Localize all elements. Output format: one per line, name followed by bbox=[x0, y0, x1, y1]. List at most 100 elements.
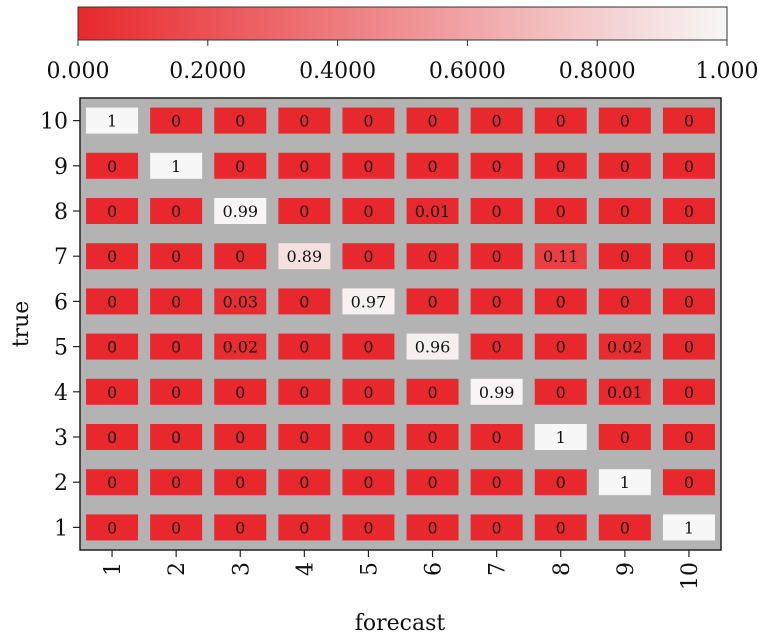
cell-value-label: 0 bbox=[556, 383, 566, 402]
heatmap-cell bbox=[278, 198, 331, 224]
heatmap-cell bbox=[214, 107, 267, 134]
colorbar-tick-label: 0.000 bbox=[47, 59, 110, 84]
heatmap-cell bbox=[278, 469, 331, 496]
heatmap-cell bbox=[598, 333, 651, 360]
heatmap-cell bbox=[86, 107, 139, 134]
cell-value-label: 0 bbox=[620, 518, 630, 537]
heatmap-cell bbox=[470, 243, 523, 270]
heatmap-cell bbox=[470, 514, 523, 541]
heatmap-cell bbox=[86, 514, 139, 541]
cell-value-label: 0 bbox=[235, 518, 245, 537]
cell-value-label: 0 bbox=[427, 247, 437, 266]
heatmap-cell bbox=[662, 378, 715, 405]
cell-value-label: 0 bbox=[492, 112, 502, 131]
heatmap-cell bbox=[86, 424, 139, 450]
heatmap-cell bbox=[342, 424, 395, 450]
cell-value-label: 0.99 bbox=[479, 383, 515, 402]
heatmap-cell bbox=[150, 107, 203, 134]
colorbar-ticks: 0.000 0.2000 0.4000 0.6000 0.8000 1.000 bbox=[47, 40, 758, 84]
cell-value-label: 0 bbox=[427, 292, 437, 311]
cell-value-label: 0 bbox=[171, 202, 181, 221]
heatmap-cell bbox=[534, 424, 587, 450]
cell-value-label: 0 bbox=[235, 383, 245, 402]
heatmap-cell bbox=[214, 514, 267, 541]
cell-value-label: 0 bbox=[684, 202, 694, 221]
heatmap-cell bbox=[214, 152, 267, 179]
heatmap-cell bbox=[598, 152, 651, 179]
y-axis: 10 9 8 7 6 5 4 3 2 1 bbox=[40, 110, 80, 541]
heatmap-cell bbox=[86, 469, 139, 496]
heatmap-cell bbox=[214, 288, 267, 315]
cell-value-label: 0 bbox=[107, 473, 117, 492]
cell-value-label: 0 bbox=[107, 338, 117, 357]
cell-value-label: 0 bbox=[492, 428, 502, 447]
cell-value-label: 0 bbox=[299, 338, 309, 357]
colorbar-tick-label: 1.000 bbox=[696, 59, 758, 84]
heatmap-cell bbox=[214, 469, 267, 496]
heatmap-cell bbox=[406, 152, 459, 179]
cell-value-label: 0 bbox=[171, 428, 181, 447]
cell-value-label: 0 bbox=[556, 157, 566, 176]
cell-value-label: 0 bbox=[492, 157, 502, 176]
heatmap-cell bbox=[598, 469, 651, 496]
x-tick-label: 6 bbox=[422, 562, 447, 576]
x-tick-label: 3 bbox=[229, 562, 254, 576]
cell-value-label: 0.99 bbox=[222, 202, 258, 221]
cell-value-label: 0 bbox=[684, 247, 694, 266]
cell-value-label: 0 bbox=[299, 428, 309, 447]
heatmap-cell bbox=[406, 514, 459, 541]
cell-value-label: 0 bbox=[684, 112, 694, 131]
cell-value-label: 0 bbox=[107, 383, 117, 402]
heatmap-cell bbox=[598, 107, 651, 134]
cell-value-label: 0 bbox=[556, 473, 566, 492]
y-tick-label: 5 bbox=[54, 336, 68, 361]
cell-value-label: 0 bbox=[363, 157, 373, 176]
heatmap-cell bbox=[470, 288, 523, 315]
cell-value-label: 0.02 bbox=[222, 338, 258, 357]
y-tick-label: 3 bbox=[54, 426, 68, 451]
colorbar: 0.000 0.2000 0.4000 0.6000 0.8000 1.000 bbox=[47, 6, 758, 84]
cell-value-label: 0 bbox=[299, 383, 309, 402]
heatmap-cell bbox=[342, 152, 395, 179]
heatmap-cell bbox=[278, 424, 331, 450]
colorbar-tick-label: 0.2000 bbox=[169, 59, 246, 84]
heatmap-cell bbox=[278, 107, 331, 134]
colorbar-tick-label: 0.4000 bbox=[299, 59, 376, 84]
heatmap-cell bbox=[534, 198, 587, 224]
heatmap-cell bbox=[534, 378, 587, 405]
y-tick-label: 2 bbox=[54, 471, 68, 496]
heatmap-cell bbox=[662, 469, 715, 496]
heatmap-cell bbox=[86, 333, 139, 360]
x-tick-label: 4 bbox=[293, 562, 318, 576]
heatmap-cell bbox=[150, 288, 203, 315]
cell-value-label: 0 bbox=[171, 247, 181, 266]
cell-value-label: 0 bbox=[427, 383, 437, 402]
cell-value-label: 0 bbox=[107, 428, 117, 447]
cell-value-label: 0 bbox=[427, 157, 437, 176]
cell-value-label: 0 bbox=[620, 428, 630, 447]
heatmap-cell bbox=[598, 378, 651, 405]
heatmap-cell bbox=[214, 198, 267, 224]
heatmap-cell bbox=[150, 333, 203, 360]
heatmap-cell bbox=[86, 243, 139, 270]
cell-value-label: 0 bbox=[427, 518, 437, 537]
cell-value-label: 0 bbox=[684, 338, 694, 357]
cell-value-label: 0 bbox=[299, 157, 309, 176]
heatmap-cell bbox=[406, 333, 459, 360]
cell-value-label: 0 bbox=[556, 518, 566, 537]
cell-value-label: 0 bbox=[684, 428, 694, 447]
x-tick-label: 9 bbox=[614, 562, 639, 576]
heatmap-cell bbox=[150, 378, 203, 405]
heatmap-cell bbox=[470, 424, 523, 450]
heatmap-cell bbox=[534, 107, 587, 134]
cell-value-label: 0 bbox=[427, 428, 437, 447]
cell-value-label: 0.01 bbox=[607, 383, 643, 402]
cell-value-label: 0 bbox=[363, 338, 373, 357]
heatmap-cell bbox=[534, 333, 587, 360]
heatmap-cell bbox=[150, 469, 203, 496]
heatmap-cell bbox=[214, 378, 267, 405]
y-tick-label: 10 bbox=[40, 110, 68, 135]
colorbar-tick-label: 0.8000 bbox=[559, 59, 636, 84]
heatmap-cell bbox=[598, 288, 651, 315]
cell-value-label: 0 bbox=[363, 518, 373, 537]
